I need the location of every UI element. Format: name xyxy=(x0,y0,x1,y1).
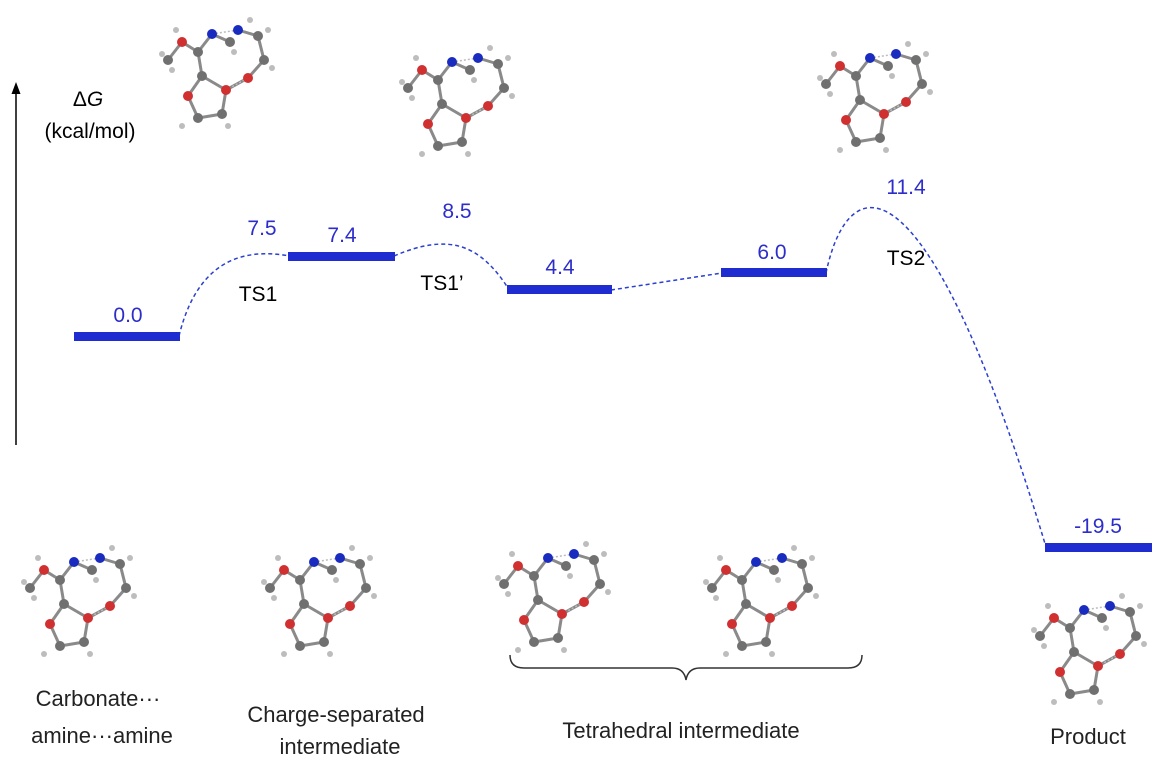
caption-product: Product xyxy=(1050,724,1126,749)
ts-label-ts1-prime: TS1’ xyxy=(420,272,463,295)
level-value-charge-separated: 7.4 xyxy=(327,224,357,247)
molecule-structure-icon xyxy=(493,539,613,655)
caption-tetrahedral: Tetrahedral intermediate xyxy=(562,718,799,743)
molecule-structure-icon xyxy=(157,15,277,131)
molecule-structure-icon xyxy=(815,39,935,155)
level-value-tetrahedral-1: 4.4 xyxy=(545,256,575,279)
level-bar-tetrahedral-1 xyxy=(507,285,612,294)
ts-label-ts1: TS1 xyxy=(239,283,278,306)
level-value-tetrahedral-2: 6.0 xyxy=(757,241,786,264)
ts-value-ts1: 7.5 xyxy=(247,217,276,240)
ts-label-ts2: TS2 xyxy=(887,247,926,270)
molecule-structure-icon xyxy=(701,543,821,659)
caption-charge-separated-line2: intermediate xyxy=(279,734,400,758)
ts-value-ts2: 11.4 xyxy=(886,176,926,199)
curve-ts1 xyxy=(178,253,291,337)
ts-value-ts1-prime: 8.5 xyxy=(442,200,471,223)
level-value-reactant: 0.0 xyxy=(113,304,142,327)
y-axis xyxy=(11,82,21,445)
caption-charge-separated-line1: Charge-separated xyxy=(247,702,424,727)
caption-reactant-line1: Carbonate··· xyxy=(36,686,161,711)
axis-unit: (kcal/mol) xyxy=(44,120,135,143)
molecule-structure-icon xyxy=(1029,591,1149,707)
level-bar-reactant xyxy=(74,332,180,341)
reaction-path xyxy=(178,206,1047,548)
up-arrow-icon xyxy=(11,82,21,94)
tetrahedral-brace xyxy=(509,654,863,681)
curve-ts2 xyxy=(825,206,1047,548)
curve-tetrahedral-link xyxy=(610,272,723,291)
level-bar-tetrahedral-2 xyxy=(721,268,827,277)
molecule-structure-icon xyxy=(259,543,379,659)
level-bar-charge-separated xyxy=(288,252,395,261)
molecule-structure-icon xyxy=(397,43,517,159)
molecule-structure-icon xyxy=(19,543,139,659)
level-bar-product xyxy=(1045,543,1152,552)
axis-symbol: ΔG xyxy=(73,88,103,111)
level-value-product: -19.5 xyxy=(1074,515,1122,538)
caption-reactant-line2: amine···amine xyxy=(31,723,173,748)
